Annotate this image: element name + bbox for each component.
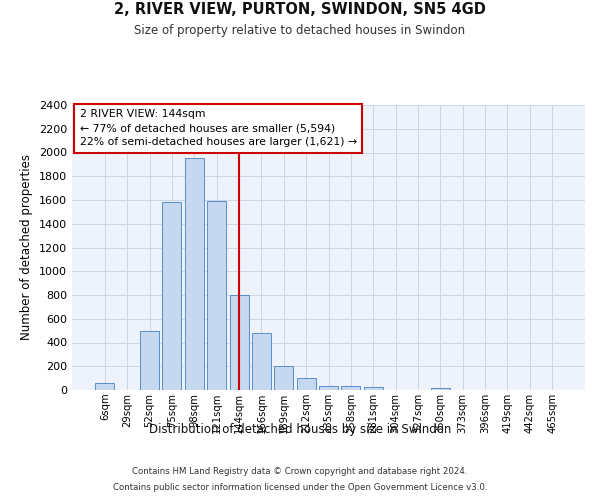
Bar (140, 330, 159, 390)
Bar (341, 386, 361, 390)
Bar (163, 202, 181, 390)
Y-axis label: Number of detached properties: Number of detached properties (20, 154, 34, 340)
Text: 2 RIVER VIEW: 144sqm
← 77% of detached houses are smaller (5,594)
22% of semi-de: 2 RIVER VIEW: 144sqm ← 77% of detached h… (80, 110, 357, 148)
Text: Size of property relative to detached houses in Swindon: Size of property relative to detached ho… (134, 24, 466, 37)
Bar (364, 388, 383, 390)
Bar (252, 333, 271, 390)
Bar (230, 295, 248, 390)
Text: Contains HM Land Registry data © Crown copyright and database right 2024.: Contains HM Land Registry data © Crown c… (132, 468, 468, 476)
Bar (185, 158, 204, 390)
Text: Distribution of detached houses by size in Swindon: Distribution of detached houses by size … (149, 422, 451, 436)
Bar (207, 201, 226, 390)
Bar (95, 383, 115, 390)
Text: 2, RIVER VIEW, PURTON, SWINDON, SN5 4GD: 2, RIVER VIEW, PURTON, SWINDON, SN5 4GD (114, 2, 486, 18)
Bar (319, 386, 338, 390)
Text: Contains public sector information licensed under the Open Government Licence v3: Contains public sector information licen… (113, 482, 487, 492)
Bar (274, 366, 293, 390)
Bar (296, 378, 316, 390)
Bar (431, 388, 450, 390)
